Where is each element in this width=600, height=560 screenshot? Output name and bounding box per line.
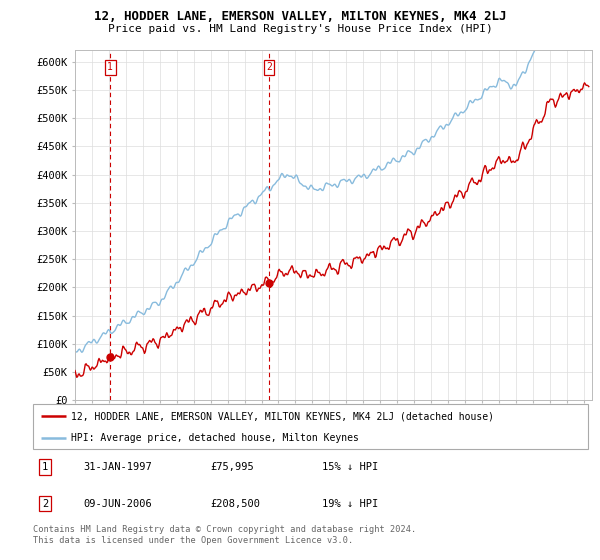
Text: £75,995: £75,995 [211, 462, 254, 472]
Text: 12, HODDER LANE, EMERSON VALLEY, MILTON KEYNES, MK4 2LJ: 12, HODDER LANE, EMERSON VALLEY, MILTON … [94, 10, 506, 23]
Text: 1: 1 [107, 62, 113, 72]
Text: 15% ↓ HPI: 15% ↓ HPI [322, 462, 378, 472]
Text: HPI: Average price, detached house, Milton Keynes: HPI: Average price, detached house, Milt… [71, 433, 359, 443]
Text: £208,500: £208,500 [211, 498, 260, 508]
Text: 09-JUN-2006: 09-JUN-2006 [83, 498, 152, 508]
Text: 2: 2 [266, 62, 272, 72]
Text: 12, HODDER LANE, EMERSON VALLEY, MILTON KEYNES, MK4 2LJ (detached house): 12, HODDER LANE, EMERSON VALLEY, MILTON … [71, 412, 494, 422]
Text: 19% ↓ HPI: 19% ↓ HPI [322, 498, 378, 508]
Text: 1: 1 [42, 462, 49, 472]
FancyBboxPatch shape [33, 404, 588, 449]
Text: Price paid vs. HM Land Registry's House Price Index (HPI): Price paid vs. HM Land Registry's House … [107, 24, 493, 34]
Text: Contains HM Land Registry data © Crown copyright and database right 2024.
This d: Contains HM Land Registry data © Crown c… [33, 525, 416, 545]
Text: 31-JAN-1997: 31-JAN-1997 [83, 462, 152, 472]
Text: 2: 2 [42, 498, 49, 508]
